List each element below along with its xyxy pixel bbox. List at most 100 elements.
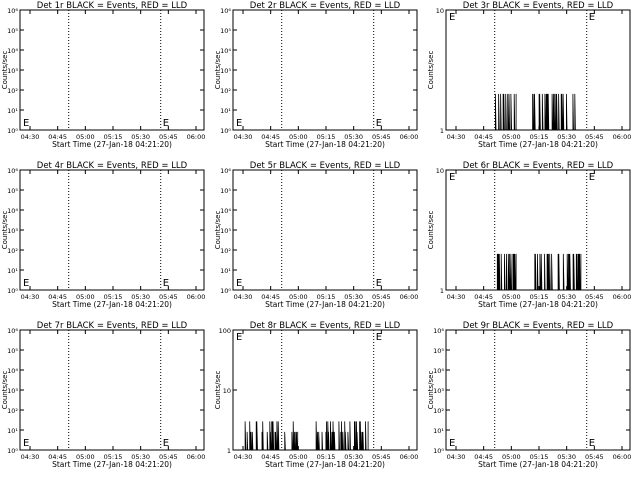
y-tick-label: 10² <box>7 87 18 95</box>
e-marker: E <box>236 118 242 129</box>
x-tick-label: 05:45 <box>159 293 178 301</box>
chart-panel: Det 9r BLACK = Events, RED = LLD Counts/s… <box>427 321 631 469</box>
y-tick-label: 10⁶ <box>7 327 18 335</box>
y-axis-label: Counts/sec <box>427 51 435 90</box>
x-tick-label: 04:30 <box>234 293 253 301</box>
x-tick-label: 04:45 <box>474 453 493 461</box>
y-tick-label: 10³ <box>433 387 444 395</box>
e-marker: E <box>376 332 382 343</box>
chart-title: Det 4r BLACK = Events, RED = LLD <box>37 161 188 171</box>
y-tick-label: 10⁵ <box>7 187 18 195</box>
e-marker: E <box>589 438 595 449</box>
chart-title: Det 8r BLACK = Events, RED = LLD <box>250 321 401 331</box>
e-marker: E <box>163 278 169 289</box>
chart-panel: Det 5r BLACK = Events, RED = LLD Counts/s… <box>214 161 418 309</box>
x-tick-label: 06:00 <box>613 293 632 301</box>
e-marker: E <box>589 12 595 23</box>
x-tick-label: 05:15 <box>104 453 123 461</box>
y-tick-label: 10¹ <box>7 267 18 275</box>
y-tick-label: 10⁶ <box>220 7 231 15</box>
y-tick-label: 10 <box>436 7 444 15</box>
x-tick-label: 05:00 <box>76 293 95 301</box>
e-marker: E <box>449 12 455 23</box>
x-tick-label: 04:30 <box>234 453 253 461</box>
x-axis-label: Start Time (27-Jan-18 04:21:20) <box>52 300 172 309</box>
plot-frame <box>445 329 631 451</box>
y-tick-label: 10⁵ <box>7 27 18 35</box>
e-marker: E <box>236 332 242 343</box>
y-tick-label: 10⁴ <box>7 207 18 215</box>
x-axis-label: Start Time (27-Jan-18 04:21:20) <box>52 460 172 469</box>
y-tick-label: 1 <box>440 287 444 295</box>
y-axis-label: Counts/sec <box>1 211 9 250</box>
y-axis-label: Counts/sec <box>1 51 9 90</box>
y-tick-label: 10⁴ <box>7 47 18 55</box>
y-tick-label: 10³ <box>7 67 18 75</box>
chart-panel: Det 8r BLACK = Events, RED = LLD Counts/s… <box>214 321 418 469</box>
x-tick-label: 06:00 <box>400 453 419 461</box>
y-axis-label: Counts/sec <box>1 371 9 410</box>
y-tick-label: 10⁴ <box>7 367 18 375</box>
chart-panel: Det 4r BLACK = Events, RED = LLD Counts/s… <box>1 161 205 309</box>
y-tick-label: 10⁰ <box>7 287 18 295</box>
x-tick-label: 06:00 <box>400 133 419 141</box>
x-tick-label: 04:30 <box>21 293 40 301</box>
x-tick-label: 05:00 <box>76 453 95 461</box>
x-tick-label: 05:30 <box>344 133 363 141</box>
x-tick-label: 05:15 <box>104 133 123 141</box>
x-tick-label: 05:30 <box>557 293 576 301</box>
x-tick-label: 04:45 <box>261 453 280 461</box>
x-tick-label: 05:45 <box>372 133 391 141</box>
x-axis-label: Start Time (27-Jan-18 04:21:20) <box>265 460 385 469</box>
x-tick-label: 05:15 <box>104 293 123 301</box>
chart-title: Det 2r BLACK = Events, RED = LLD <box>250 1 401 11</box>
x-tick-label: 05:30 <box>344 453 363 461</box>
x-tick-label: 05:45 <box>372 453 391 461</box>
plot-frame <box>19 169 205 291</box>
e-marker: E <box>236 278 242 289</box>
chart-title: Det 6r BLACK = Events, RED = LLD <box>463 161 614 171</box>
x-axis-label: Start Time (27-Jan-18 04:21:20) <box>265 140 385 149</box>
y-tick-label: 10¹ <box>220 107 231 115</box>
x-axis-label: Start Time (27-Jan-18 04:21:20) <box>478 460 598 469</box>
x-tick-label: 04:30 <box>447 453 466 461</box>
y-axis-label: Counts/sec <box>214 211 222 250</box>
x-tick-label: 05:30 <box>131 453 150 461</box>
y-tick-label: 10⁰ <box>433 447 444 455</box>
y-tick-label: 10² <box>433 407 444 415</box>
y-tick-label: 10 <box>436 167 444 175</box>
y-tick-label: 10⁵ <box>433 347 444 355</box>
x-tick-label: 04:30 <box>234 133 253 141</box>
x-tick-label: 04:45 <box>48 453 67 461</box>
y-tick-label: 10¹ <box>7 427 18 435</box>
x-tick-label: 05:45 <box>585 293 604 301</box>
y-axis-label: Counts/sec <box>427 371 435 410</box>
x-tick-label: 05:30 <box>557 133 576 141</box>
chart-panel: Det 3r BLACK = Events, RED = LLD Counts/s… <box>427 1 631 149</box>
x-tick-label: 05:30 <box>557 453 576 461</box>
x-tick-label: 05:45 <box>159 133 178 141</box>
y-tick-label: 10⁶ <box>7 7 18 15</box>
plot-frame <box>445 9 631 131</box>
plot-frame <box>19 329 205 451</box>
chart-panel: Det 2r BLACK = Events, RED = LLD Counts/s… <box>214 1 418 149</box>
e-marker: E <box>589 172 595 183</box>
y-tick-label: 10¹ <box>433 427 444 435</box>
e-marker: E <box>23 438 29 449</box>
y-tick-label: 10⁴ <box>433 367 444 375</box>
y-tick-label: 10⁴ <box>220 207 231 215</box>
x-tick-label: 05:15 <box>530 133 549 141</box>
y-tick-label: 10⁴ <box>220 47 231 55</box>
chart-panel: Det 1r BLACK = Events, RED = LLD Counts/s… <box>1 1 205 149</box>
x-tick-label: 05:30 <box>344 293 363 301</box>
y-tick-label: 10¹ <box>220 267 231 275</box>
x-tick-label: 05:00 <box>289 453 308 461</box>
x-tick-label: 06:00 <box>400 293 419 301</box>
e-marker: E <box>376 118 382 129</box>
e-marker: E <box>449 172 455 183</box>
x-tick-label: 04:45 <box>261 293 280 301</box>
y-axis-label: Counts/sec <box>214 371 222 410</box>
y-tick-label: 10⁵ <box>220 187 231 195</box>
series-line <box>243 421 369 451</box>
y-axis-label: Counts/sec <box>214 51 222 90</box>
